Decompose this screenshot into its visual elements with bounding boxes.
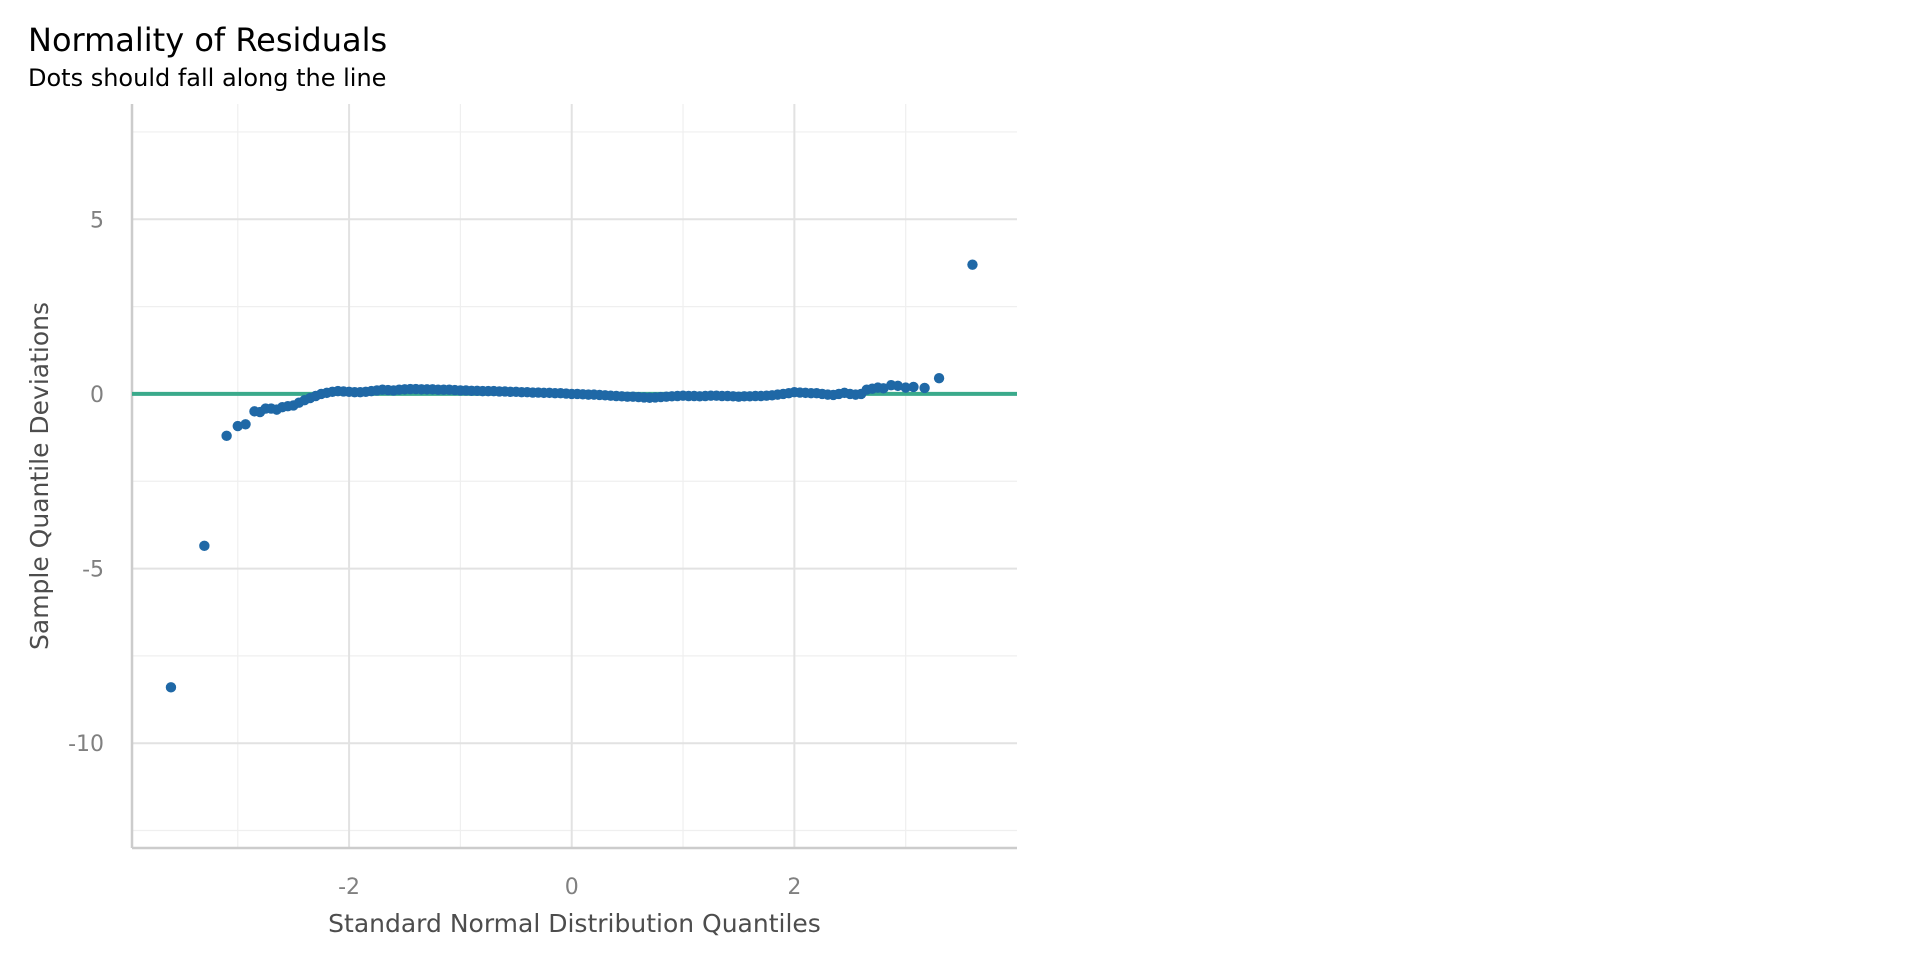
x-axis-title: Standard Normal Distribution Quantiles xyxy=(328,909,821,938)
x-tick-label: 2 xyxy=(787,875,801,900)
plot-axes xyxy=(130,104,1017,850)
data-point xyxy=(967,259,978,270)
data-point xyxy=(908,381,919,393)
y-tick-labels: -10 -5 0 5 xyxy=(68,208,104,757)
major-gridlines xyxy=(132,104,1017,848)
chart-subtitle: Dots should fall along the line xyxy=(28,64,386,92)
data-point xyxy=(919,382,930,394)
x-tick-label: -2 xyxy=(338,875,360,900)
data-point xyxy=(199,540,210,552)
chart-title: Normality of Residuals xyxy=(28,21,387,59)
data-point xyxy=(165,682,177,693)
minor-gridlines xyxy=(132,104,1017,848)
data-point xyxy=(933,372,945,384)
data-point xyxy=(892,380,904,392)
y-tick-label: -10 xyxy=(68,732,104,757)
data-point xyxy=(240,419,251,430)
x-tick-labels: -2 0 2 xyxy=(338,875,801,900)
data-point xyxy=(878,383,889,394)
x-tick-label: 0 xyxy=(565,875,579,900)
data-point xyxy=(232,420,243,432)
y-tick-label: 0 xyxy=(90,383,104,408)
y-tick-label: 5 xyxy=(90,208,104,233)
data-point xyxy=(221,430,232,442)
y-axis-title: Sample Quantile Deviations xyxy=(25,302,54,650)
data-point xyxy=(900,382,911,393)
points-layer xyxy=(165,259,978,693)
y-tick-label: -5 xyxy=(82,558,104,583)
